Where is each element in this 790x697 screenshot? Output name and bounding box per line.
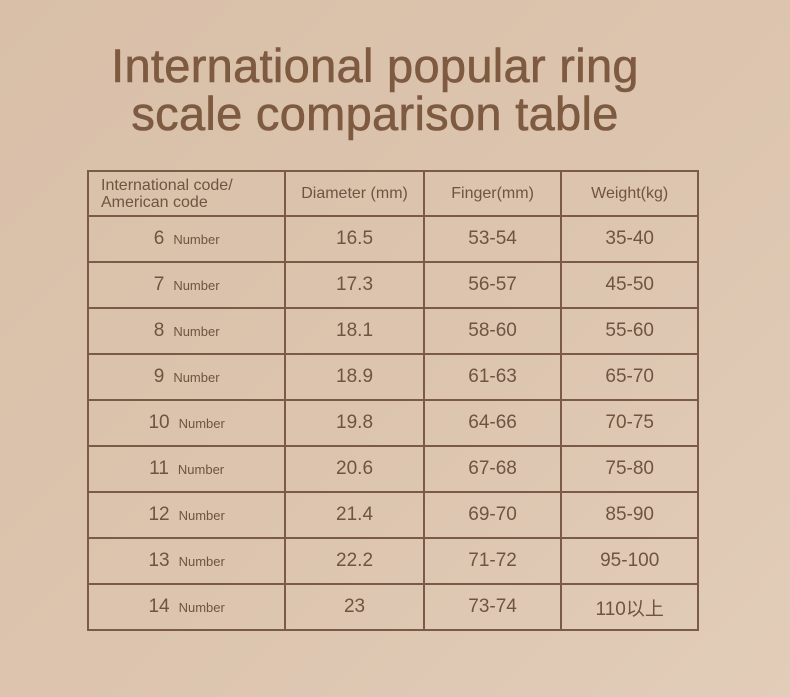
code-unit: Number [173, 232, 220, 247]
code-unit: Number [178, 600, 225, 615]
cell-weight: 65-70 [560, 353, 699, 401]
table-row: 14 Number 23 73-74 110以上 [86, 583, 699, 631]
header-weight: Weight(kg) [560, 170, 699, 217]
cell-weight: 110以上 [560, 583, 699, 631]
cell-diameter: 20.6 [284, 445, 425, 493]
cell-code: 14 Number [86, 583, 287, 631]
table-row: 12 Number 21.4 69-70 85-90 [86, 491, 699, 539]
cell-finger: 69-70 [422, 491, 563, 539]
cell-code: 13 Number [86, 537, 287, 585]
cell-finger: 71-72 [422, 537, 563, 585]
cell-finger: 61-63 [422, 353, 563, 401]
code-value: 12 [148, 504, 170, 525]
code-value: 6 [153, 228, 165, 249]
table-row: 7 Number 17.3 56-57 45-50 [86, 261, 699, 309]
cell-code: 11 Number [86, 445, 287, 493]
cell-weight: 95-100 [560, 537, 699, 585]
cell-diameter: 21.4 [284, 491, 425, 539]
header-code: International code/ American code [86, 170, 287, 217]
code-value: 8 [153, 320, 165, 341]
cell-weight: 45-50 [560, 261, 699, 309]
cell-diameter: 17.3 [284, 261, 425, 309]
cell-diameter: 18.9 [284, 353, 425, 401]
code-value: 7 [153, 274, 165, 295]
code-unit: Number [173, 278, 220, 293]
cell-code: 7 Number [86, 261, 287, 309]
code-unit: Number [178, 554, 225, 569]
cell-weight: 75-80 [560, 445, 699, 493]
code-value: 9 [153, 366, 165, 387]
table-row: 8 Number 18.1 58-60 55-60 [86, 307, 699, 355]
table-row: 9 Number 18.9 61-63 65-70 [86, 353, 699, 401]
cell-diameter: 19.8 [284, 399, 425, 447]
cell-weight: 70-75 [560, 399, 699, 447]
code-value: 11 [149, 458, 169, 479]
code-unit: Number [178, 508, 225, 523]
cell-weight: 85-90 [560, 491, 699, 539]
cell-finger: 58-60 [422, 307, 563, 355]
cell-finger: 64-66 [422, 399, 563, 447]
table-row: 6 Number 16.5 53-54 35-40 [86, 215, 699, 263]
ring-size-table: International code/ American code Diamet… [86, 170, 699, 631]
cell-finger: 67-68 [422, 445, 563, 493]
code-unit: Number [177, 462, 225, 477]
code-unit: Number [173, 324, 220, 339]
header-diameter: Diameter (mm) [284, 170, 425, 217]
cell-diameter: 23 [284, 583, 425, 631]
table-row: 10 Number 19.8 64-66 70-75 [86, 399, 699, 447]
code-value: 14 [148, 596, 170, 617]
cell-code: 6 Number [86, 215, 287, 263]
cell-finger: 73-74 [422, 583, 563, 631]
code-unit: Number [173, 370, 220, 385]
cell-code: 8 Number [86, 307, 287, 355]
cell-code: 10 Number [86, 399, 287, 447]
cell-weight: 55-60 [560, 307, 699, 355]
table-row: 13 Number 22.2 71-72 95-100 [86, 537, 699, 585]
title-line-2: scale comparison table [131, 87, 619, 140]
cell-weight: 35-40 [560, 215, 699, 263]
table-header-row: International code/ American code Diamet… [86, 170, 699, 217]
cell-code: 9 Number [86, 353, 287, 401]
cell-code: 12 Number [86, 491, 287, 539]
page-title: International popular ring scale compari… [0, 39, 750, 140]
cell-finger: 53-54 [422, 215, 563, 263]
cell-diameter: 16.5 [284, 215, 425, 263]
cell-diameter: 22.2 [284, 537, 425, 585]
header-finger: Finger(mm) [422, 170, 563, 217]
cell-finger: 56-57 [422, 261, 563, 309]
code-value: 10 [148, 412, 170, 433]
cell-diameter: 18.1 [284, 307, 425, 355]
code-unit: Number [178, 416, 225, 431]
table-row: 11 Number 20.6 67-68 75-80 [86, 445, 699, 493]
code-value: 13 [148, 550, 170, 571]
title-line-1: International popular ring [111, 39, 639, 92]
